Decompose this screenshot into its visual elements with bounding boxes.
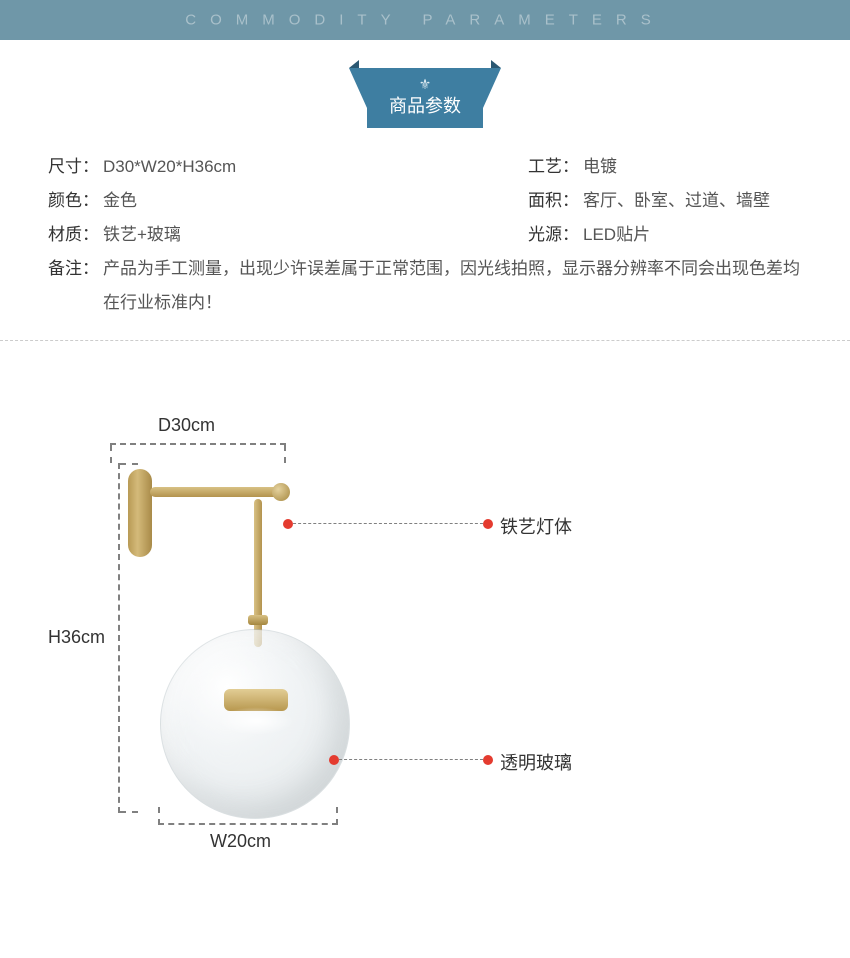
spec-light-value: LED贴片 [583, 225, 650, 244]
callout-glass-label: 透明玻璃 [500, 749, 572, 775]
spec-light-label: 光源： [528, 225, 579, 244]
fleur-de-lis-icon: ⚜ [389, 78, 461, 90]
spec-area: 面积：客厅、卧室、过道、墙壁 [528, 184, 802, 218]
dimension-depth-label: D30cm [158, 415, 215, 436]
header-band: COMMODITY PARAMETERS [0, 0, 850, 40]
badge-container: ⚜ 商品参数 [0, 68, 850, 128]
specs-row-1: 尺寸：D30*W20*H36cm 工艺：电镀 [48, 150, 802, 184]
spec-size-label: 尺寸： [48, 157, 99, 176]
divider-dashed [0, 340, 850, 341]
spec-craft: 工艺：电镀 [528, 150, 802, 184]
lamp-joint [272, 483, 290, 501]
spec-craft-label: 工艺： [528, 157, 579, 176]
lamp-wall-plate [128, 469, 152, 557]
spec-color: 颜色：金色 [48, 184, 528, 218]
spec-light: 光源：LED贴片 [528, 218, 802, 252]
specs-row-3: 材质：铁艺+玻璃 光源：LED贴片 [48, 218, 802, 252]
callout-dot-icon [483, 755, 493, 765]
spec-material: 材质：铁艺+玻璃 [48, 218, 528, 252]
callout-dot-icon [329, 755, 339, 765]
spec-craft-value: 电镀 [583, 157, 617, 176]
badge-fold-right [491, 60, 501, 68]
spec-area-label: 面积： [528, 191, 579, 210]
specs-block: 尺寸：D30*W20*H36cm 工艺：电镀 颜色：金色 面积：客厅、卧室、过道… [0, 128, 850, 320]
spec-size-value: D30*W20*H36cm [103, 157, 236, 176]
callout-dot-icon [483, 519, 493, 529]
dimension-height-line [118, 463, 120, 813]
dimension-width-label: W20cm [210, 831, 271, 852]
spec-note-text: 产品为手工测量，出现少许误差属于正常范围，因光线拍照，显示器分辨率不同会出现色差… [103, 252, 802, 320]
header-title-en: COMMODITY PARAMETERS [185, 12, 664, 29]
lamp-stem-cap [248, 615, 268, 625]
section-badge: ⚜ 商品参数 [367, 68, 483, 128]
spec-color-value: 金色 [103, 191, 137, 210]
callout-line-body [288, 523, 488, 524]
dimension-height-label: H36cm [48, 627, 105, 648]
callout-body-label: 铁艺灯体 [500, 513, 572, 539]
lamp-led-glow [218, 707, 294, 735]
specs-row-2: 颜色：金色 面积：客厅、卧室、过道、墙壁 [48, 184, 802, 218]
dimension-width-line [158, 823, 338, 825]
spec-note-label: 备注： [48, 252, 99, 320]
spec-material-label: 材质： [48, 225, 99, 244]
spec-material-value: 铁艺+玻璃 [103, 225, 181, 244]
lamp-arm-horizontal [150, 487, 280, 497]
dimension-depth-line [110, 443, 286, 445]
spec-area-value: 客厅、卧室、过道、墙壁 [583, 191, 770, 210]
callout-dot-icon [283, 519, 293, 529]
badge-label: 商品参数 [389, 96, 461, 116]
specs-note: 备注： 产品为手工测量，出现少许误差属于正常范围，因光线拍照，显示器分辨率不同会… [48, 252, 802, 320]
badge-fold-left [349, 60, 359, 68]
callout-line-glass [334, 759, 488, 760]
spec-size: 尺寸：D30*W20*H36cm [48, 150, 528, 184]
spec-color-label: 颜色： [48, 191, 99, 210]
product-diagram: D30cm H36cm 铁艺灯体 透明玻璃 W20cm [0, 371, 850, 931]
